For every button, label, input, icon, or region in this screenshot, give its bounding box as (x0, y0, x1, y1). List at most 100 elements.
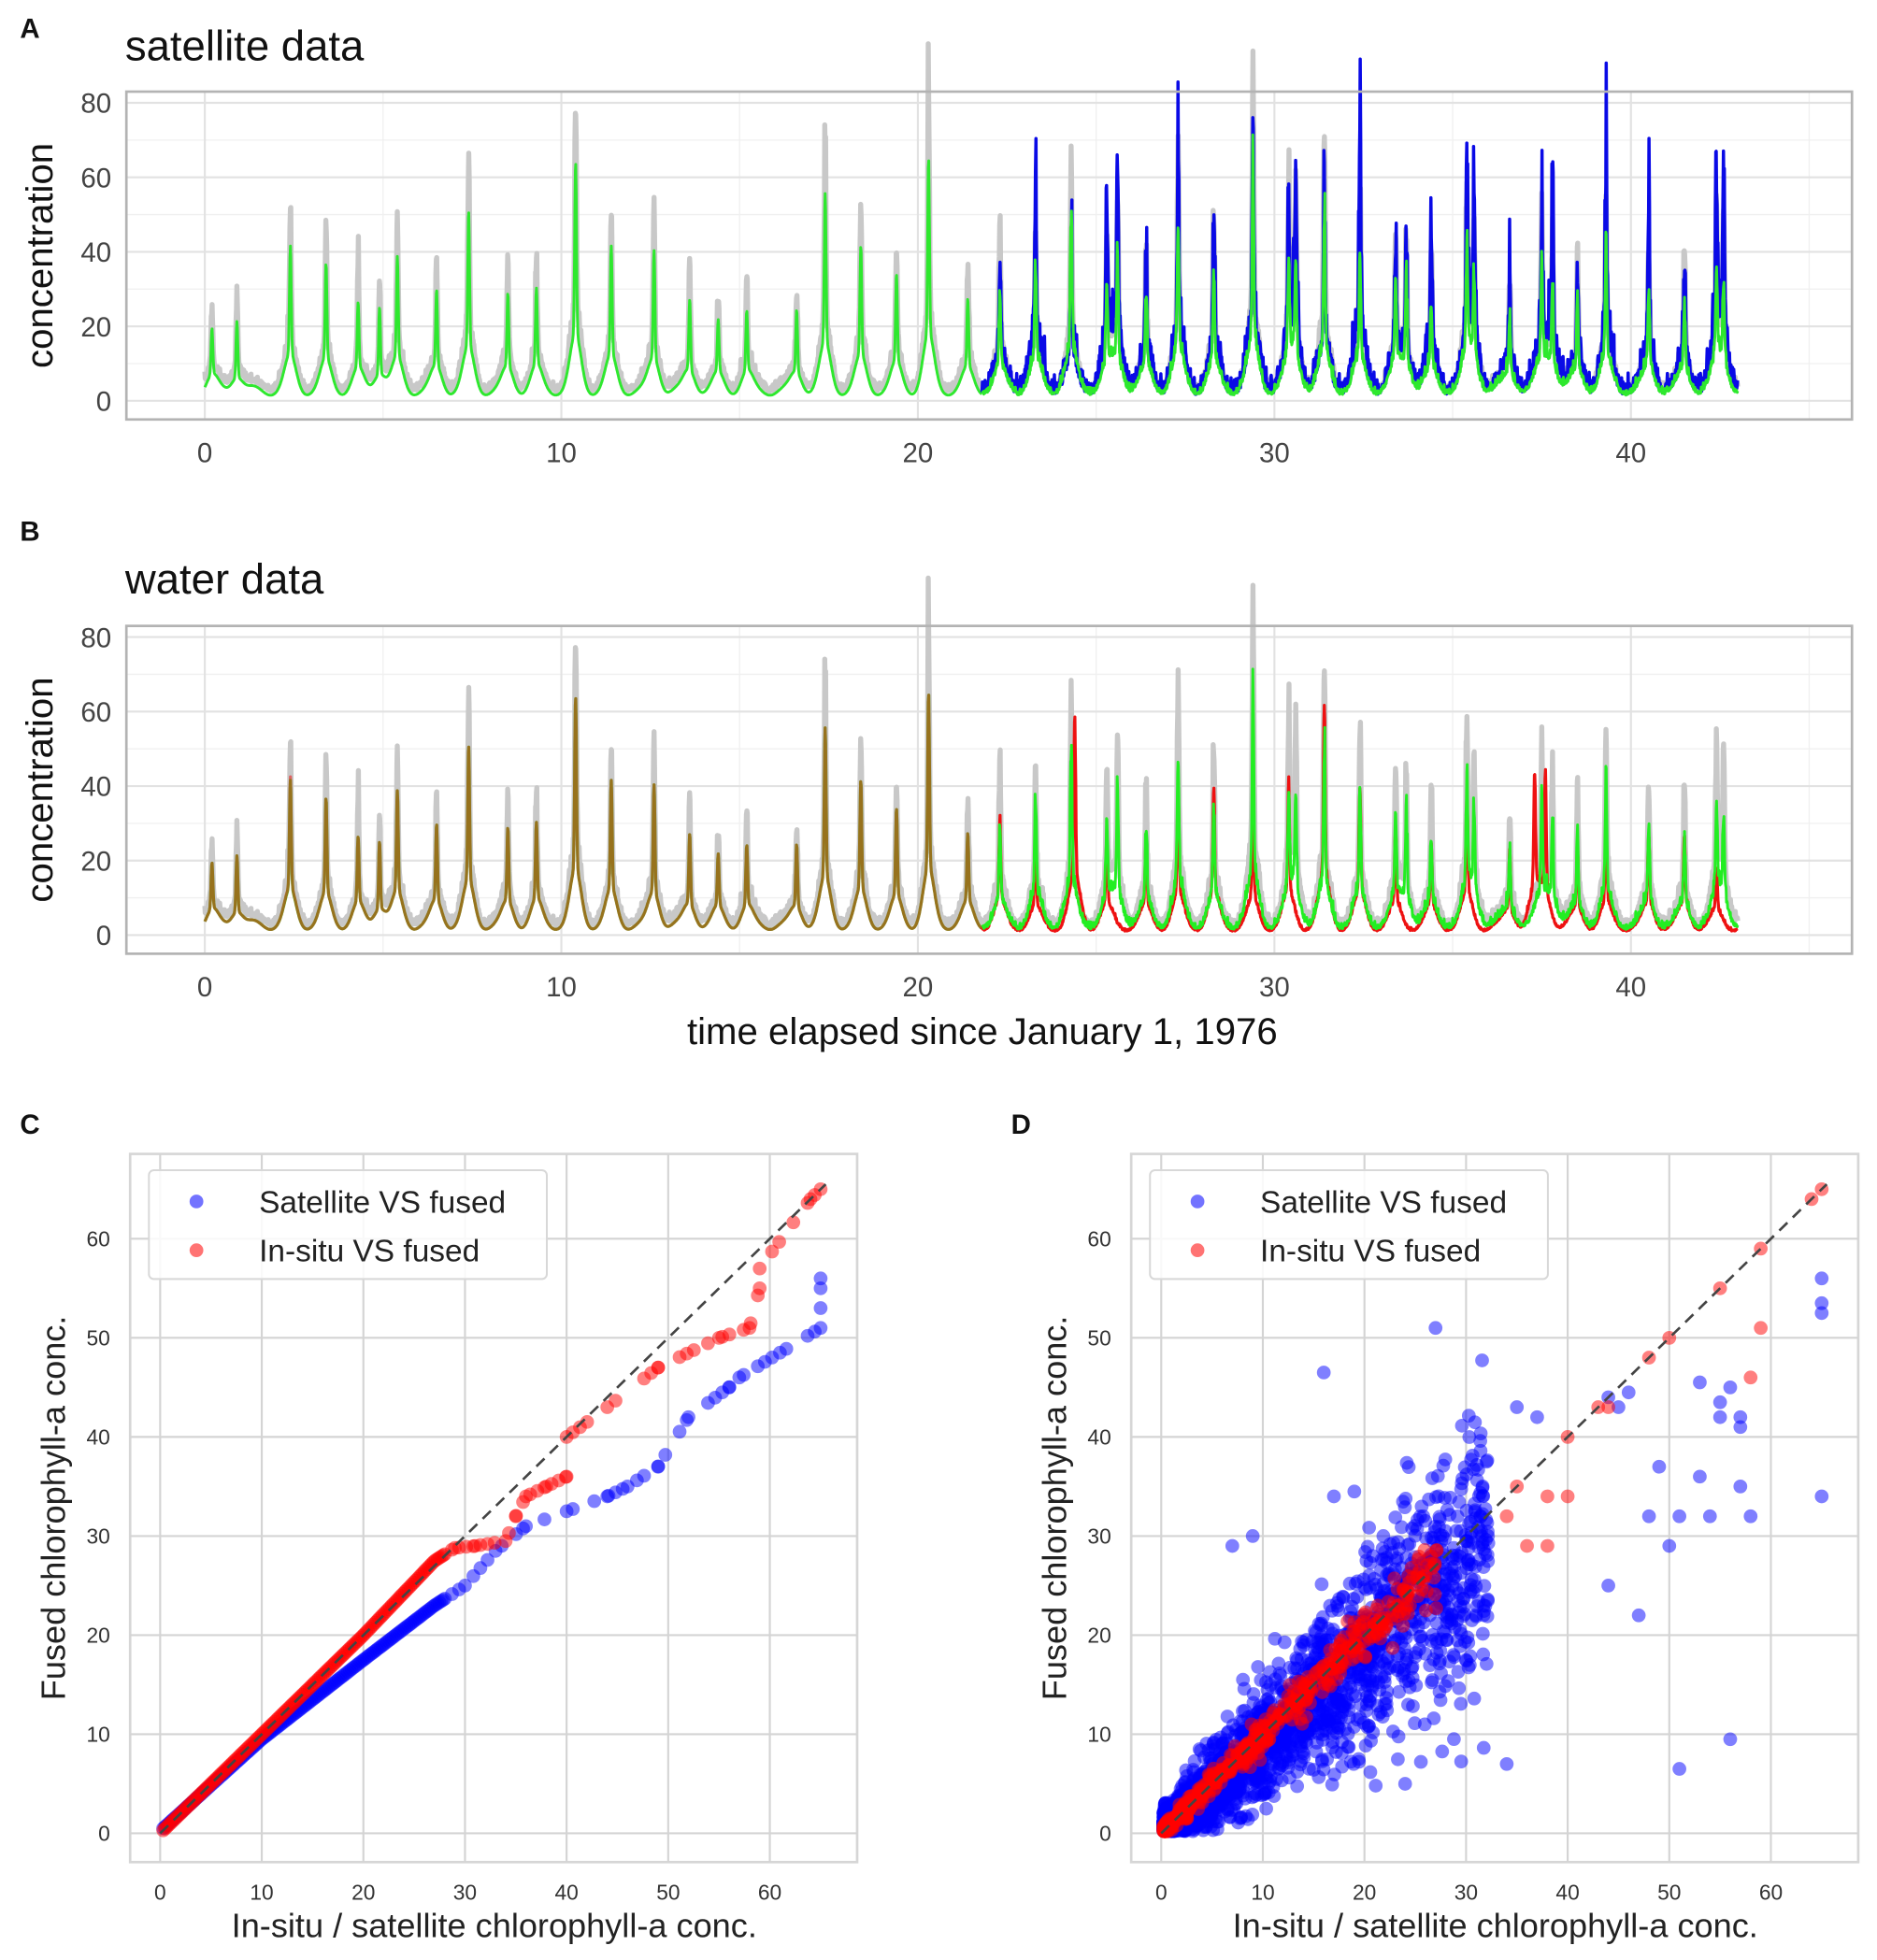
satellite-point (1272, 1667, 1287, 1681)
satellite-point (1452, 1681, 1467, 1695)
satellite-point (1433, 1643, 1448, 1658)
x-tick-label: 40 (554, 1880, 578, 1904)
legend-label: Satellite VS fused (1260, 1185, 1507, 1220)
in-situ-point (1370, 1598, 1385, 1613)
satellite-point (1326, 1703, 1341, 1718)
satellite-point (1251, 1660, 1266, 1674)
legend (148, 1168, 549, 1280)
satellite-point (620, 1480, 635, 1494)
model-series-line (981, 667, 1740, 931)
y-tick-label: 40 (80, 237, 111, 268)
satellite-point (1733, 1480, 1748, 1494)
in-situ-series-line (203, 694, 983, 932)
satellite-point (1346, 1756, 1361, 1771)
satellite-point (1290, 1779, 1305, 1794)
x-tick-label: 50 (1657, 1880, 1681, 1904)
satellite-point (1395, 1520, 1409, 1535)
satellite-point (1293, 1738, 1307, 1753)
satellite-point (1473, 1426, 1488, 1440)
x-tick-label: 10 (546, 437, 577, 468)
satellite-point (1471, 1463, 1485, 1477)
satellite-point (1461, 1409, 1476, 1423)
satellite-point (519, 1519, 534, 1534)
satellite-point (1672, 1509, 1686, 1524)
satellite-point (672, 1424, 687, 1439)
satellite-point (1455, 1471, 1469, 1486)
satellite-point (658, 1448, 673, 1462)
satellite-point (1417, 1717, 1432, 1732)
satellite-point (1461, 1552, 1476, 1567)
satellite-point (1391, 1535, 1405, 1550)
satellite-point (1341, 1739, 1356, 1754)
y-tick-label: 60 (86, 1226, 109, 1251)
satellite-point (1814, 1271, 1829, 1286)
in-situ-point (1429, 1601, 1443, 1616)
satellite-point (1435, 1528, 1450, 1543)
x-tick-label: 30 (1259, 437, 1290, 468)
satellite-point (1475, 1626, 1490, 1641)
satellite-point (1425, 1675, 1439, 1690)
y-tick-label: 40 (80, 772, 111, 803)
x-tick-label: 30 (1454, 1880, 1478, 1904)
satellite-point (1259, 1801, 1273, 1816)
y-tick-label: 0 (98, 1822, 110, 1846)
satellite-point (1412, 1629, 1427, 1644)
satellite-point (1371, 1707, 1386, 1722)
in-situ-point (1347, 1637, 1361, 1651)
satellite-point (1743, 1509, 1758, 1524)
y-tick-label: 10 (86, 1722, 109, 1746)
satellite-point (1447, 1732, 1461, 1747)
satellite-point (1693, 1375, 1707, 1390)
x-tick-label: 20 (1353, 1880, 1376, 1904)
panel-d-ylabel: Fused chlorophyll-a conc. (1036, 1316, 1074, 1701)
satellite-point (1693, 1469, 1707, 1484)
satellite-point (1245, 1808, 1260, 1822)
in-situ-point (1377, 1610, 1392, 1625)
satellite-point (1454, 1696, 1469, 1711)
satellite-point (1652, 1459, 1667, 1474)
satellite-point (1480, 1453, 1495, 1467)
in-situ-point (509, 1509, 523, 1524)
panel-b-xlabel: time elapsed since January 1, 1976 (687, 1010, 1278, 1052)
satellite-point (1408, 1528, 1423, 1543)
satellite-point (1356, 1715, 1371, 1730)
x-tick-label: 60 (758, 1880, 781, 1904)
in-situ-point (1520, 1538, 1534, 1553)
satellite-point (1179, 1763, 1194, 1778)
in-situ-point (1743, 1370, 1758, 1385)
satellite-point (587, 1494, 602, 1509)
satellite-point (1221, 1801, 1235, 1816)
satellite-point (1466, 1536, 1480, 1550)
satellite-point (1294, 1652, 1309, 1667)
panel-c-xlabel: In-situ / satellite chlorophyll-a conc. (232, 1907, 757, 1945)
in-situ-point (1560, 1489, 1575, 1504)
satellite-point (1428, 1490, 1443, 1505)
in-situ-point (467, 1538, 482, 1553)
satellite-point (1641, 1509, 1656, 1524)
satellite-point (1435, 1744, 1450, 1759)
x-tick-label: 20 (351, 1880, 375, 1904)
satellite-point (1347, 1484, 1362, 1499)
satellite-point (1412, 1509, 1427, 1524)
satellite-point (1268, 1631, 1282, 1646)
satellite-point (1476, 1647, 1491, 1662)
identity-line (159, 1183, 827, 1835)
x-tick-label: 40 (1615, 437, 1646, 468)
satellite-point (1702, 1509, 1717, 1524)
satellite-point (1308, 1624, 1322, 1638)
in-situ-point (1287, 1706, 1302, 1721)
satellite-point (1452, 1495, 1467, 1509)
satellite-point (1481, 1594, 1496, 1608)
in-situ-point (1323, 1679, 1338, 1694)
in-situ-point (752, 1280, 767, 1295)
x-tick-label: 60 (1759, 1880, 1783, 1904)
y-tick-label: 20 (80, 312, 111, 343)
in-situ-point (1417, 1543, 1432, 1557)
in-situ-point (559, 1469, 574, 1484)
satellite-point (1451, 1665, 1466, 1680)
satellite-point (1340, 1693, 1354, 1707)
in-situ-point (711, 1330, 726, 1345)
satellite-point (1261, 1785, 1276, 1800)
in-situ-point (1397, 1592, 1412, 1606)
panel-d: 0 0 10 10 20 20 30 30 40 40 50 50 60 60 Satellite VS f… (1011, 1109, 1860, 1945)
